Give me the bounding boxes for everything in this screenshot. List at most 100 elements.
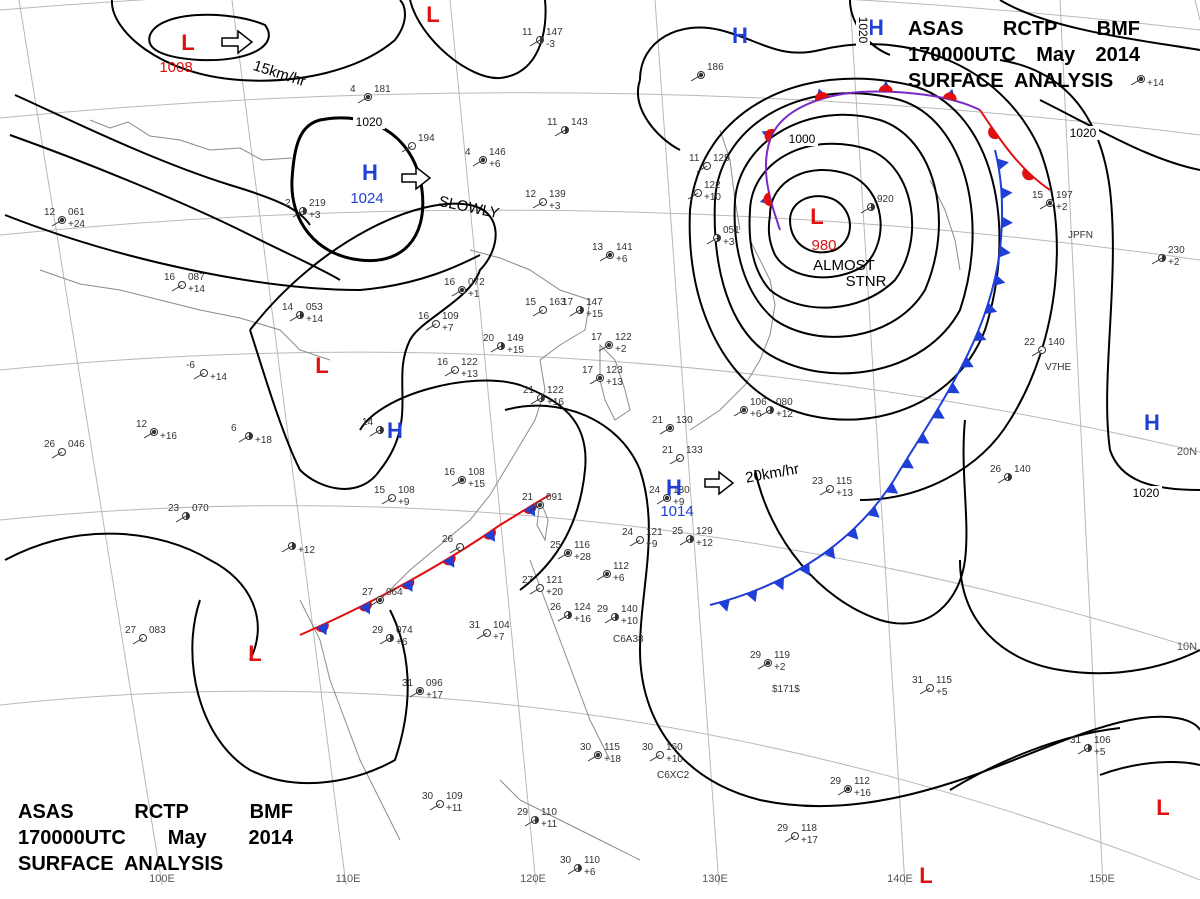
high-pressure-center: H (666, 475, 682, 500)
high-pressure-center: H (868, 15, 884, 40)
wind-barb (529, 504, 541, 512)
isobar-value-label: 1020 (1133, 486, 1160, 500)
cloud-cover-fill (615, 613, 619, 621)
isobar-central-high (359, 379, 587, 591)
central-pressure-label: 1008 (159, 59, 192, 76)
wind-barb (379, 637, 391, 645)
fronts (299, 90, 1051, 636)
station-temperature: 30 (642, 742, 654, 753)
warm-front-east (979, 109, 1051, 191)
station-tendency: -3 (546, 39, 555, 50)
cloud-cover-fill (690, 535, 694, 543)
station-pressure: 129 (696, 526, 713, 537)
station-pressure: 122 (615, 332, 632, 343)
wind-barb (669, 457, 681, 465)
chart-header-bottom: ASAS RCTP BMF 170000UTC May 2014 SURFACE… (18, 799, 293, 877)
cold-front-icon (359, 601, 371, 615)
station-pressure: 130 (676, 415, 693, 426)
cold-front-icon (885, 482, 899, 494)
station-tendency: +14 (306, 314, 323, 325)
cloud-cover-fill (578, 864, 582, 872)
station-tendency: +9 (673, 497, 685, 508)
station-model-icon: 21 122+16 (523, 385, 564, 408)
wind-barb (401, 145, 413, 153)
station-tendency: +6 (396, 637, 408, 648)
station-tendency: +9 (398, 497, 410, 508)
station-pressure: 072 (468, 277, 485, 288)
station-model-icon: 20 149+15 (483, 333, 524, 356)
longitude-label: 110E (336, 873, 361, 885)
header-title: SURFACE ANALYSIS (18, 853, 224, 875)
wind-barb (557, 552, 569, 560)
isobar-east-outer (999, 0, 1200, 51)
station-model-icon: 29 110+11 (517, 807, 558, 830)
station-model-icon: 25 116+28 (550, 540, 591, 563)
station-temperature: 12 (136, 419, 148, 430)
station-pressure: 091 (546, 492, 563, 503)
isobars (4, 0, 1200, 808)
station-tendency: +14 (188, 284, 205, 295)
header-year: 2014 (1095, 44, 1141, 66)
station-temperature: 17 (562, 297, 574, 308)
station-model-icon: 23 115+13 (812, 476, 853, 499)
station-temperature: 27 (125, 625, 137, 636)
header-line-2: 170000UTC May 2014 (908, 42, 1140, 68)
cold-front-icon (483, 529, 496, 542)
wind-barb (175, 515, 187, 523)
cold-front-icon (401, 579, 413, 592)
warm-front-icon (988, 126, 1000, 140)
station-pressure: 140 (621, 604, 638, 615)
station-model-icon: 30 109+11 (422, 791, 463, 814)
station-temperature: 4 (350, 84, 356, 95)
station-pressure: 230 (1168, 245, 1185, 256)
wind-barb (409, 690, 421, 698)
station-model-icon: 194 (401, 133, 435, 153)
central-pressure-label: 1024 (350, 190, 383, 207)
station-tendency: +12 (696, 538, 713, 549)
wind-barb (1031, 349, 1043, 357)
station-model-icon: 22 140 (1024, 337, 1065, 357)
low-pressure-center: L (426, 2, 439, 27)
cloud-cover-fill (540, 36, 544, 44)
warm-front-icon (814, 91, 829, 101)
header-year: 2014 (248, 827, 294, 849)
station-pressure: 112 (613, 561, 629, 572)
isobar-trough (754, 419, 968, 625)
station-tendency: +7 (493, 632, 505, 643)
wind-barb (292, 210, 304, 218)
station-tendency: +2 (1168, 257, 1180, 268)
wind-barb (687, 192, 699, 200)
station-model-icon: 051+3 (706, 225, 740, 248)
high-pressure-center: H (1144, 410, 1160, 435)
longitude-label: 140E (887, 873, 913, 885)
station-tendency: +2 (1056, 202, 1068, 213)
station-pressure: 115 (936, 675, 952, 686)
station-temperature: 31 (1070, 735, 1082, 746)
wind-barb (656, 497, 668, 505)
wind-barb (919, 687, 931, 695)
station-model-icon: 4 181 (350, 84, 391, 104)
cold-front-icon (916, 432, 930, 444)
station-model-icon: 11 125 (689, 153, 730, 173)
station-temperature: 22 (1024, 337, 1036, 348)
station-pressure: 124 (574, 602, 591, 613)
high-pressure-center: H (732, 23, 748, 48)
wind-barb (706, 237, 718, 245)
isobar-value-label: 1020 (856, 17, 870, 44)
station-temperature: 21 (523, 385, 535, 396)
cold-front-icon (773, 577, 784, 591)
station-tendency: +3 (549, 201, 561, 212)
station-model-icon: 16 087+14 (164, 272, 205, 295)
station-pressure: 112 (854, 776, 870, 787)
station-model-icon: 16 122+13 (437, 357, 478, 380)
station-pressure: 197 (1056, 190, 1073, 201)
station-temperature: 21 (662, 445, 674, 456)
station-temperature: 16 (437, 357, 449, 368)
chart-header-top: ASAS RCTP BMF 170000UTC May 2014 SURFACE… (908, 16, 1140, 94)
isobar-low-1 (788, 195, 851, 254)
station-tendency: +17 (801, 835, 818, 846)
station-model-icon: 29 112+16 (830, 776, 871, 799)
station-pressure: 146 (489, 147, 506, 158)
station-tendency: +2 (615, 344, 627, 355)
